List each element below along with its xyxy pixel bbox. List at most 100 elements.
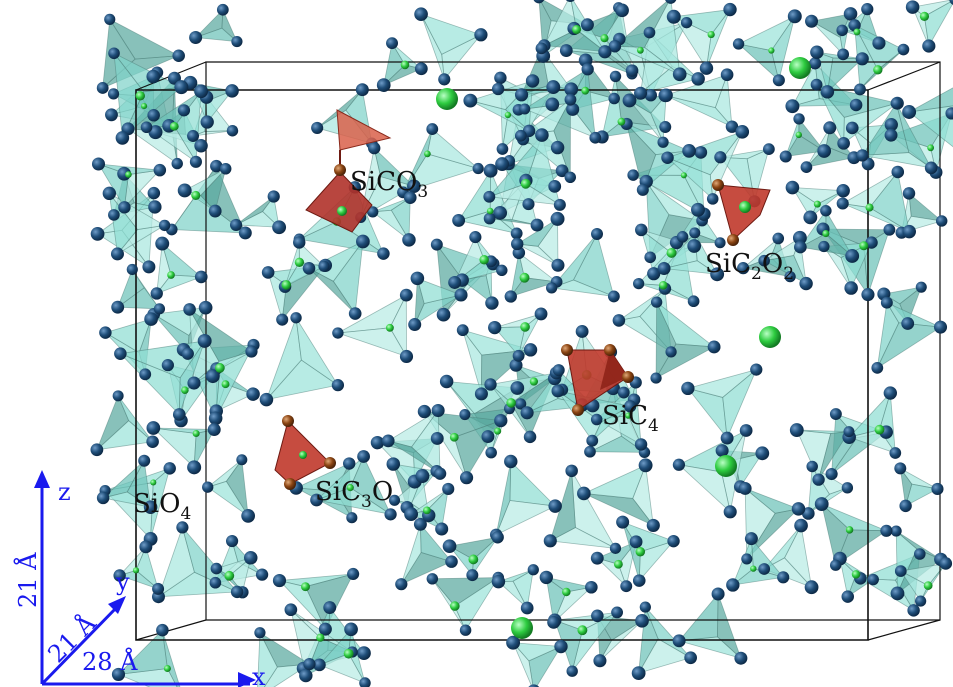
sio4-tetra-face — [116, 287, 161, 310]
oxygen-atom — [836, 24, 848, 37]
oxygen-atom — [841, 482, 854, 494]
oxygen-atom — [672, 67, 687, 82]
oxygen-atom — [357, 646, 371, 660]
oxygen-atom — [504, 454, 518, 469]
oxygen-atom — [836, 184, 850, 198]
oxygen-atom — [417, 404, 432, 419]
sio4-tetra-face — [895, 103, 932, 169]
silicon-atom — [658, 280, 668, 290]
silicon-atom — [572, 25, 582, 35]
oxygen-atom — [871, 361, 884, 374]
sio4-tetra-face — [568, 67, 596, 140]
oxygen-atom — [146, 421, 161, 435]
oxygen-atom — [346, 512, 358, 524]
oxygen-atom — [665, 346, 677, 358]
oxygen-atom — [823, 121, 837, 135]
sio4-tetra-face — [420, 13, 482, 55]
sio4-tetra-face — [315, 487, 391, 515]
sio4-tetra-face — [509, 277, 557, 298]
sio4-tetra-face — [308, 267, 356, 314]
oxygen-atom — [152, 582, 165, 595]
oxygen-atom — [750, 363, 763, 376]
oxygen-atom — [809, 57, 822, 70]
oxygen-atom — [739, 424, 753, 437]
oxygen-atom — [399, 288, 413, 302]
oxygen-atom — [706, 193, 719, 205]
oxygen-atom — [837, 137, 850, 150]
oxygen-atom — [915, 595, 927, 607]
oxygen-atom — [659, 121, 672, 133]
sio4-tetra-face — [821, 502, 851, 567]
oxygen-atom — [732, 38, 745, 50]
oxygen-atom — [849, 98, 863, 112]
oxygen-atom — [210, 159, 223, 173]
oxygen-atom — [368, 141, 381, 155]
oxygen-atom — [546, 80, 561, 95]
silicon-atom — [215, 363, 225, 373]
sio4-tetra-face — [192, 130, 233, 137]
sio4-tetra-face — [103, 491, 151, 508]
oxygen-atom — [402, 233, 416, 247]
oxygen-atom — [343, 457, 356, 470]
silicon-atom — [873, 65, 883, 75]
sio4-tetra-face — [923, 0, 953, 48]
oxygen-atom — [792, 230, 807, 245]
sio4-tetra-face — [582, 464, 647, 499]
oxygen-atom — [302, 262, 316, 275]
oxygen-atom — [491, 82, 505, 96]
oxygen-atom — [723, 2, 737, 17]
oxygen-atom — [551, 384, 565, 398]
sio4-tetra-face — [135, 545, 159, 591]
oxygen-atom — [259, 392, 274, 407]
oxygen-atom — [381, 434, 395, 448]
silicon-atom — [577, 625, 588, 636]
silicon-atom — [625, 412, 632, 419]
oxygen-atom — [848, 19, 861, 32]
oxygen-atom — [426, 573, 439, 585]
oxygen-atom — [510, 227, 523, 240]
oxygen-atom — [676, 231, 689, 243]
oxygen-atom — [632, 574, 646, 587]
oxygen-atom — [231, 35, 243, 48]
oxygen-atom — [691, 202, 705, 217]
oxygen-atom — [772, 232, 785, 245]
oxygen-atom — [880, 296, 893, 309]
oxygen-atom — [272, 220, 287, 235]
oxygen-atom — [102, 186, 117, 201]
oxygen-atom — [548, 180, 562, 193]
sio4-tetra-face — [625, 122, 657, 192]
label-sic2o2: SiC2O2 — [705, 249, 794, 284]
oxygen-atom — [236, 454, 248, 466]
sio4-tetra-face — [677, 464, 731, 513]
oxygen-atom — [545, 97, 560, 112]
oxygen-atom — [357, 450, 370, 463]
oxygen-atom — [680, 16, 693, 29]
oxygen-atom — [147, 109, 160, 122]
oxygen-atom — [388, 494, 401, 506]
silicon-atom — [506, 398, 516, 408]
sico3-tetrahedron — [305, 109, 392, 233]
oxygen-atom — [657, 136, 669, 148]
oxygen-atom — [581, 63, 594, 76]
oxygen-atom — [800, 161, 813, 173]
oxygen-atom — [609, 542, 622, 554]
oxygen-atom — [459, 471, 474, 485]
oxygen-atom — [146, 69, 161, 84]
oxygen-atom — [445, 555, 458, 568]
sio4-tetra-face — [614, 45, 680, 75]
oxygen-atom — [527, 564, 539, 576]
z-length-label: 21 Å — [13, 552, 42, 608]
sio4-tetra-face — [672, 9, 731, 36]
oxygen-atom — [638, 458, 653, 473]
sio4-tetra-face — [495, 461, 512, 535]
sio4-tetra-face — [798, 117, 825, 152]
oxygen-atom — [176, 521, 189, 534]
sio4-tetra-face — [371, 209, 410, 241]
oxygen-atom — [829, 559, 842, 571]
oxygen-atom — [794, 518, 808, 533]
oxygen-atom — [514, 129, 527, 142]
oxygen-atom — [484, 378, 497, 391]
sio4-tetra-face — [155, 274, 202, 295]
oxygen-atom — [935, 215, 948, 227]
oxygen-atom — [791, 502, 806, 516]
